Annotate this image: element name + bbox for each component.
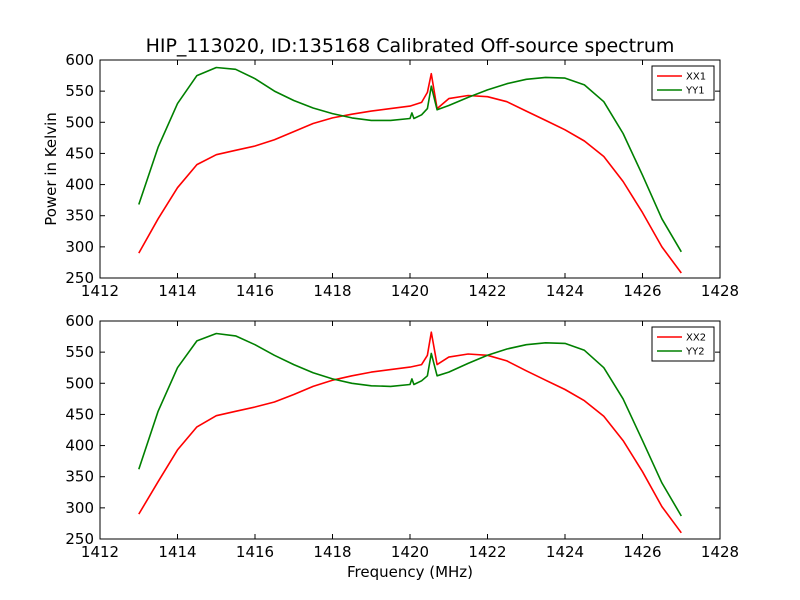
y-tick-label: 500 [65, 374, 94, 392]
x-tick-label: 1418 [313, 543, 351, 561]
x-tick-label: 1414 [158, 282, 196, 300]
x-tick-label: 1412 [81, 543, 119, 561]
y-tick-label: 400 [65, 437, 94, 455]
x-tick-label: 1412 [81, 282, 119, 300]
y-tick-label: 300 [65, 499, 94, 517]
y-tick-label: 400 [65, 176, 94, 194]
x-tick-label: 1414 [158, 543, 196, 561]
x-tick-label: 1418 [313, 282, 351, 300]
legend-label-yy2: YY2 [685, 347, 705, 358]
x-tick-label: 1416 [236, 543, 274, 561]
x-tick-label: 1420 [391, 282, 429, 300]
y-tick-label: 450 [65, 144, 94, 162]
subplot-bottom: 1412 1414 1416 1418 1420 1422 1424 1426 1428 250 3… [65, 312, 739, 581]
x-axis-label: Frequency (MHz) [347, 563, 473, 581]
y-tick-label: 450 [65, 405, 94, 423]
y-tick-label: 550 [65, 343, 94, 361]
y-tick-label: 550 [65, 82, 94, 100]
y-tick-label: 600 [65, 51, 94, 69]
legend-box [651, 65, 715, 101]
series-line-yy1 [138, 66, 682, 253]
x-tick-label: 1424 [546, 282, 584, 300]
y-axis-label: Power in Kelvin [42, 112, 60, 226]
series-line-yy2 [138, 332, 682, 517]
plot-frame [99, 320, 721, 540]
x-tick-label: 1424 [546, 543, 584, 561]
y-tick-label: 250 [65, 269, 94, 287]
legend-label-xx1: XX1 [686, 72, 706, 83]
legend-label-xx2: XX2 [686, 333, 706, 344]
x-tick-label: 1416 [236, 282, 274, 300]
plot-frame [99, 59, 721, 279]
subplot-top: 1412 1414 1416 1418 1420 1422 1424 1426 1428 250 3… [42, 51, 739, 300]
y-tick-label: 350 [65, 468, 94, 486]
series-line-xx2 [138, 331, 682, 534]
x-tick-label: 1422 [468, 543, 506, 561]
series-line-xx1 [138, 72, 682, 274]
y-tick-label: 500 [65, 113, 94, 131]
x-tick-label: 1426 [623, 282, 661, 300]
legend-label-yy1: YY1 [685, 86, 705, 97]
y-tick-label: 250 [65, 530, 94, 548]
figure-title: HIP_113020, ID:135168 Calibrated Off-sou… [146, 35, 675, 57]
x-tick-label: 1420 [391, 543, 429, 561]
legend-box [651, 326, 715, 362]
x-tick-label: 1428 [701, 543, 739, 561]
y-tick-label: 600 [65, 312, 94, 330]
x-tick-label: 1422 [468, 282, 506, 300]
x-tick-label: 1426 [623, 543, 661, 561]
y-tick-label: 350 [65, 207, 94, 225]
x-tick-label: 1428 [701, 282, 739, 300]
y-tick-label: 300 [65, 238, 94, 256]
